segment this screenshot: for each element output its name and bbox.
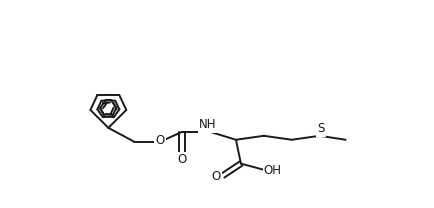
Text: O: O <box>211 170 220 183</box>
Text: NH: NH <box>199 118 217 131</box>
Text: S: S <box>317 122 324 135</box>
Text: OH: OH <box>264 164 282 177</box>
Text: O: O <box>178 153 187 166</box>
Text: O: O <box>155 134 165 147</box>
